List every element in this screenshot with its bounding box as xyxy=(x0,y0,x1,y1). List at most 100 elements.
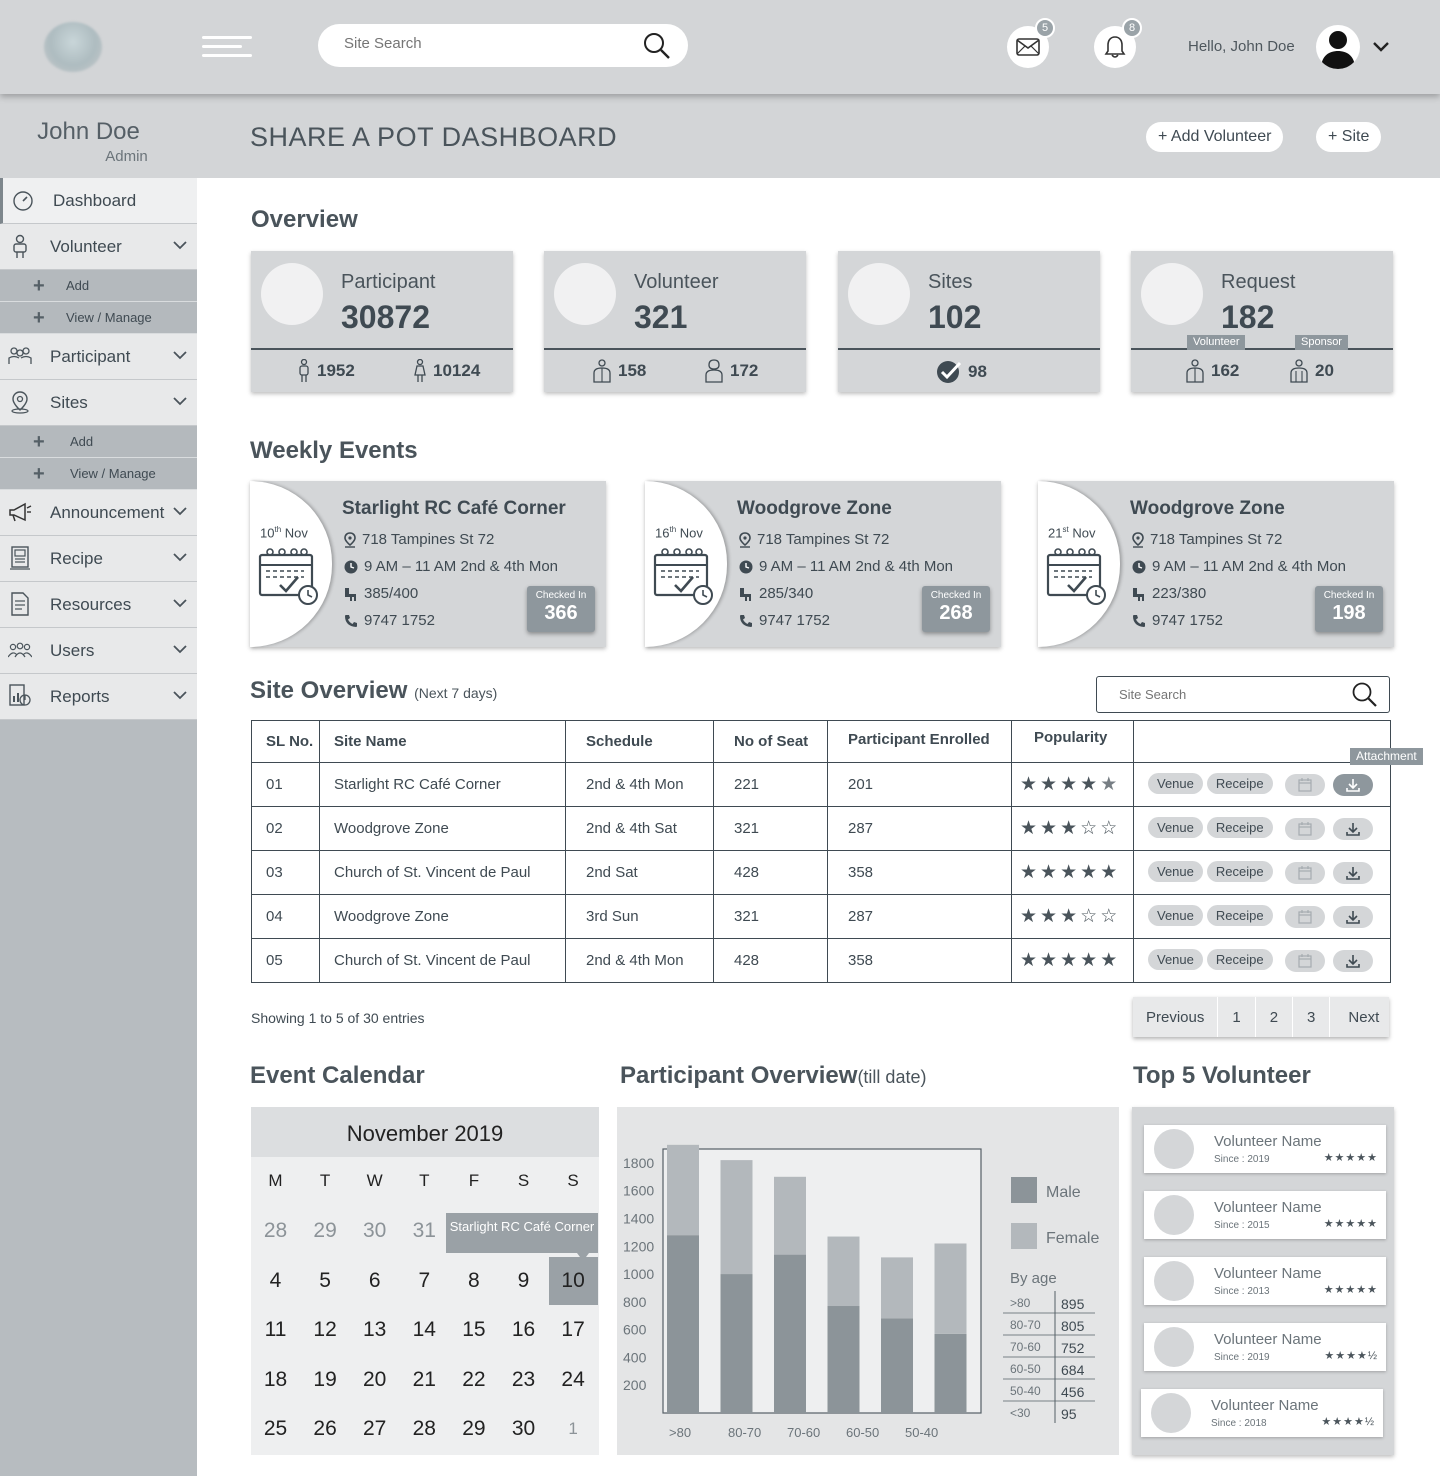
calendar-day[interactable]: 31 xyxy=(412,1219,436,1242)
calendar-button[interactable] xyxy=(1284,861,1325,884)
logo[interactable] xyxy=(44,22,102,72)
pagination-page-3[interactable]: 3 xyxy=(1293,997,1331,1037)
calendar-day[interactable]: 15 xyxy=(462,1318,486,1342)
table-row[interactable]: 05 Church of St. Vincent de Paul 2nd & 4… xyxy=(251,938,1391,983)
pagination-previous[interactable]: Previous xyxy=(1133,997,1219,1037)
calendar-day[interactable]: 16 xyxy=(511,1318,536,1342)
sidebar-item-reports[interactable]: Reports xyxy=(0,674,197,720)
calendar-day[interactable]: 5 xyxy=(319,1268,331,1292)
overview-card-participant[interactable]: Participant 30872 1952 10124 xyxy=(251,251,513,392)
column-header[interactable]: Site Name xyxy=(319,720,566,763)
add-site-button[interactable]: + Site xyxy=(1316,122,1382,152)
sidebar-item-resources[interactable]: Resources xyxy=(0,582,197,628)
column-header[interactable]: No of Seat xyxy=(713,720,828,763)
sidebar-item-announcement[interactable]: Announcement xyxy=(0,490,197,536)
overview-card-volunteer[interactable]: Volunteer 321 158 172 xyxy=(544,251,806,392)
calendar-button[interactable] xyxy=(1284,817,1325,840)
calendar-day[interactable]: 10 xyxy=(548,1256,598,1305)
sidebar-item-participant[interactable]: Participant xyxy=(0,334,197,380)
notification-button[interactable]: 8 xyxy=(1094,18,1142,68)
calendar-day[interactable]: 9 xyxy=(517,1268,530,1292)
calendar-day[interactable]: 30 xyxy=(363,1219,387,1242)
avatar[interactable] xyxy=(1316,25,1360,69)
calendar-day[interactable]: 28 xyxy=(263,1219,288,1242)
calendar-day[interactable]: 22 xyxy=(462,1367,486,1391)
mail-button[interactable]: 5 xyxy=(1007,18,1055,68)
table-row[interactable]: 01 Starlight RC Café Corner 2nd & 4th Mo… xyxy=(251,762,1391,807)
hamburger-menu-icon[interactable] xyxy=(202,36,252,60)
calendar-day[interactable]: 12 xyxy=(313,1318,337,1342)
calendar-day[interactable]: 29 xyxy=(313,1219,337,1242)
recipe-button[interactable]: Receipe xyxy=(1206,773,1273,795)
calendar-day[interactable]: 23 xyxy=(511,1367,536,1391)
event-card[interactable]: 21st Nov Woodgrove Zone 718 Tampines St … xyxy=(1038,481,1394,647)
calendar-day[interactable]: 7 xyxy=(418,1268,431,1292)
calendar-day[interactable]: 18 xyxy=(263,1367,288,1391)
column-header[interactable]: Popularity xyxy=(1011,720,1134,763)
pagination-page-2[interactable]: 2 xyxy=(1256,997,1294,1037)
calendar-day[interactable]: 25 xyxy=(263,1417,288,1441)
sidebar-subitem-volunteer-add[interactable]: + Add xyxy=(0,270,197,302)
sidebar-subitem-volunteer-manage[interactable]: + View / Manage xyxy=(0,302,197,334)
calendar-day[interactable]: 28 xyxy=(412,1417,436,1441)
download-attachment-button[interactable] xyxy=(1332,905,1373,928)
calendar-day[interactable]: 4 xyxy=(269,1268,282,1292)
sidebar-item-volunteer[interactable]: Volunteer xyxy=(0,224,197,270)
column-header[interactable]: SL No. xyxy=(251,720,320,763)
volunteer-card[interactable]: Volunteer Name Since : 2019 ★★★★½ xyxy=(1144,1323,1386,1371)
venue-button[interactable]: Venue xyxy=(1148,817,1203,839)
calendar-day[interactable]: 26 xyxy=(313,1417,337,1441)
calendar-button[interactable] xyxy=(1284,949,1325,972)
table-row[interactable]: 02 Woodgrove Zone 2nd & 4th Sat 321 287 … xyxy=(251,806,1391,851)
sidebar-item-recipe[interactable]: Recipe xyxy=(0,536,197,582)
venue-button[interactable]: Venue xyxy=(1148,861,1203,883)
sidebar-item-dashboard[interactable]: Dashboard xyxy=(0,178,197,224)
search-icon[interactable] xyxy=(1351,681,1379,709)
venue-button[interactable]: Venue xyxy=(1148,949,1203,971)
table-row[interactable]: 04 Woodgrove Zone 3rd Sun 321 287 ★ ★ ★ ☆ ☆ … xyxy=(251,894,1391,939)
calendar-day[interactable]: 17 xyxy=(561,1318,585,1342)
venue-button[interactable]: Venue xyxy=(1148,773,1203,795)
sidebar-subitem-sites-add[interactable]: + Add xyxy=(0,426,197,458)
calendar-day[interactable]: 19 xyxy=(313,1367,337,1391)
overview-card-request[interactable]: Request 182 Volunteer Sponsor 162 20 xyxy=(1131,251,1393,392)
calendar-day[interactable]: 24 xyxy=(561,1367,585,1391)
recipe-button[interactable]: Receipe xyxy=(1206,905,1273,927)
table-row[interactable]: 03 Church of St. Vincent de Paul 2nd Sat… xyxy=(251,850,1391,895)
calendar-day[interactable]: 13 xyxy=(363,1318,387,1342)
calendar-day[interactable]: 1 xyxy=(568,1419,578,1439)
calendar-day[interactable]: 21 xyxy=(412,1367,436,1391)
calendar-day[interactable]: 6 xyxy=(368,1268,381,1292)
calendar-day[interactable]: 30 xyxy=(511,1417,536,1441)
chevron-down-icon[interactable] xyxy=(1372,38,1390,56)
add-volunteer-button[interactable]: + Add Volunteer xyxy=(1146,122,1284,152)
calendar-button[interactable] xyxy=(1284,773,1325,796)
table-search-input[interactable] xyxy=(1119,687,1349,702)
volunteer-card[interactable]: Volunteer Name Since : 2015 ★★★★★ xyxy=(1144,1191,1386,1239)
pagination-next[interactable]: Next xyxy=(1348,1008,1380,1026)
event-card[interactable]: 10th Nov Starlight RC Café Corner 718 Ta… xyxy=(250,481,606,647)
calendar-day[interactable]: 29 xyxy=(462,1417,486,1441)
calendar-day[interactable]: 20 xyxy=(363,1367,387,1391)
search-icon[interactable] xyxy=(642,31,672,61)
column-header[interactable]: Schedule xyxy=(565,720,714,763)
download-attachment-button[interactable] xyxy=(1332,861,1373,884)
volunteer-card[interactable]: Volunteer Name Since : 2018 ★★★★½ xyxy=(1141,1389,1383,1437)
volunteer-card[interactable]: Volunteer Name Since : 2019 ★★★★★ xyxy=(1144,1125,1386,1173)
column-header[interactable]: Participant Enrolled xyxy=(827,720,1012,763)
recipe-button[interactable]: Receipe xyxy=(1206,861,1273,883)
sidebar-item-users[interactable]: Users xyxy=(0,628,197,674)
overview-card-sites[interactable]: Sites 102 98 xyxy=(838,251,1100,392)
calendar-day[interactable]: 14 xyxy=(412,1318,436,1342)
recipe-button[interactable]: Receipe xyxy=(1206,949,1273,971)
calendar-day[interactable]: 8 xyxy=(468,1268,480,1292)
site-search-input[interactable] xyxy=(344,35,634,52)
sidebar-item-sites[interactable]: Sites xyxy=(0,380,197,426)
calendar-day[interactable]: 11 xyxy=(264,1318,287,1342)
recipe-button[interactable]: Receipe xyxy=(1206,817,1273,839)
download-attachment-button[interactable] xyxy=(1332,949,1373,972)
download-attachment-button[interactable] xyxy=(1332,773,1373,796)
pagination-page-1[interactable]: 1 xyxy=(1218,997,1256,1037)
sidebar-subitem-sites-manage[interactable]: + View / Manage xyxy=(0,458,197,490)
event-card[interactable]: 16th Nov Woodgrove Zone 718 Tampines St … xyxy=(645,481,1001,647)
